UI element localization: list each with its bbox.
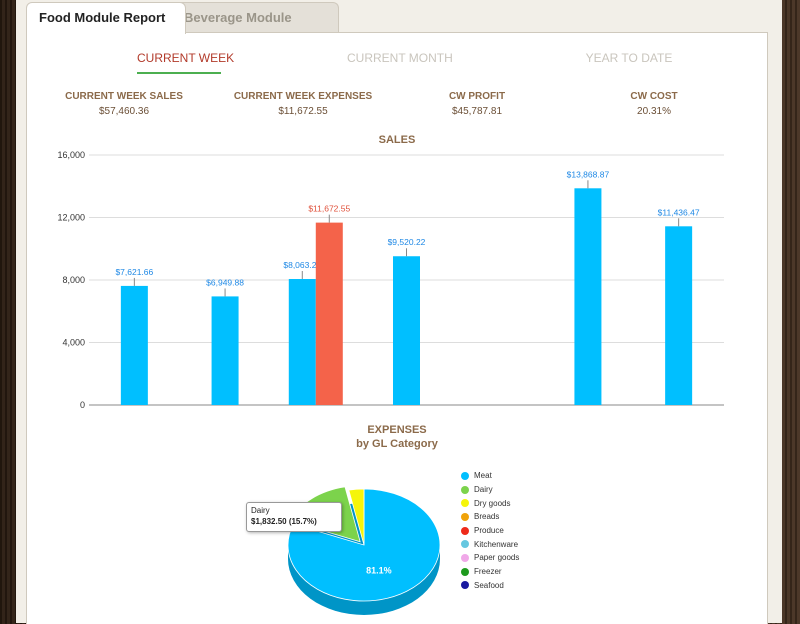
bar[interactable] [574, 188, 602, 405]
legend-item[interactable]: Kitchenware [461, 537, 519, 551]
y-tick-label: 16,000 [57, 150, 85, 160]
kpi-value-expenses: $11,672.55 [278, 106, 328, 117]
y-tick-label: 12,000 [57, 213, 85, 223]
legend-label: Dry goods [474, 498, 511, 508]
kpi-label-cost: CW COST [630, 91, 678, 102]
tooltip-category: Dairy [251, 506, 270, 515]
bar[interactable] [393, 256, 420, 405]
legend-item[interactable]: Breads [461, 510, 519, 524]
report-panel: CURRENT WEEK CURRENT MONTH YEAR TO DATE … [26, 32, 768, 624]
active-period-underline [137, 72, 221, 74]
y-tick-label: 0 [80, 400, 85, 410]
kpi-label-sales: CURRENT WEEK SALES [65, 91, 183, 102]
pie-slice-label: 81.1% [366, 566, 392, 576]
expenses-pie-chart: 81.1% [287, 486, 441, 615]
legend-item[interactable]: Freezer [461, 565, 519, 579]
kpi-label-profit: CW PROFIT [448, 91, 506, 102]
period-current-week[interactable]: CURRENT WEEK [137, 51, 235, 65]
period-year-to-date[interactable]: YEAR TO DATE [585, 51, 673, 65]
period-current-month[interactable]: CURRENT MONTH [347, 51, 453, 65]
legend-color-dot [461, 485, 469, 494]
legend-color-dot [461, 471, 469, 480]
legend-label: Breads [474, 512, 500, 522]
bar-data-label: $7,621.66 [115, 267, 153, 277]
bar-data-label: $8,063.26 [283, 260, 321, 270]
bar[interactable] [211, 296, 239, 405]
legend-label: Kitchenware [474, 539, 519, 549]
pie-tooltip: Dairy $1,832.50 (15.7%) [246, 502, 342, 532]
legend-color-dot [461, 526, 469, 535]
report-window: Food Module Report Beverage Module Repor… [16, 0, 782, 624]
bar[interactable] [665, 226, 693, 405]
pie-slice[interactable] [287, 488, 441, 602]
sales-chart-title: SALES [378, 134, 416, 146]
pie-slice[interactable] [348, 488, 365, 546]
legend-item[interactable]: Paper goods [461, 551, 519, 565]
legend-label: Seafood [474, 580, 504, 590]
bar-data-label: $6,949.88 [206, 277, 244, 287]
legend-item[interactable]: Dry goods [461, 496, 519, 510]
legend-color-dot [461, 581, 469, 590]
tab-beverage-module-report[interactable]: Beverage Module Report [171, 2, 339, 55]
tab-food-module-report[interactable]: Food Module Report [26, 2, 186, 34]
legend-label: Dairy [474, 485, 493, 495]
bar[interactable] [120, 285, 148, 405]
legend-label: Paper goods [474, 553, 520, 563]
expenses-chart-title: EXPENSES [367, 424, 427, 436]
bar-data-label: $9,520.22 [388, 237, 426, 247]
legend-label: Meat [474, 471, 492, 481]
legend-color-dot [461, 512, 469, 521]
legend-item[interactable]: Meat [461, 469, 519, 483]
bar[interactable] [315, 222, 343, 405]
legend-color-dot [461, 553, 469, 562]
bar-data-label: $11,436.47 [658, 207, 700, 217]
y-tick-label: 8,000 [62, 275, 85, 285]
kpi-value-cost: 20.31% [637, 106, 671, 117]
kpi-value-sales: $57,460.36 [98, 106, 150, 117]
legend-color-dot [461, 499, 469, 508]
tooltip-value: $1,832.50 (15.7%) [251, 517, 317, 526]
legend-item[interactable]: Dairy [461, 483, 519, 497]
expenses-chart-subtitle: by GL Category [356, 438, 438, 450]
y-tick-label: 4,000 [62, 338, 85, 348]
legend-label: Freezer [474, 567, 502, 577]
sales-bar-chart: 0 4,000 8,000 12,000 16,000 $7,621.66 $6,949.8… [57, 150, 724, 410]
legend-color-dot [461, 540, 469, 549]
bar-data-label: $13,868.87 [567, 169, 610, 179]
legend-color-dot [461, 567, 469, 576]
legend-item[interactable]: Seafood [461, 579, 519, 593]
legend-item[interactable]: Produce [461, 524, 519, 538]
kpi-label-expenses: CURRENT WEEK EXPENSES [233, 91, 373, 102]
bar-data-label: $11,672.55 [308, 204, 350, 214]
legend-label: Produce [474, 526, 504, 536]
kpi-value-profit: $45,787.81 [451, 106, 503, 117]
pie-legend: Meat Dairy Dry goods Breads Produce Kitchenwa… [461, 469, 519, 592]
bar[interactable] [288, 279, 316, 405]
